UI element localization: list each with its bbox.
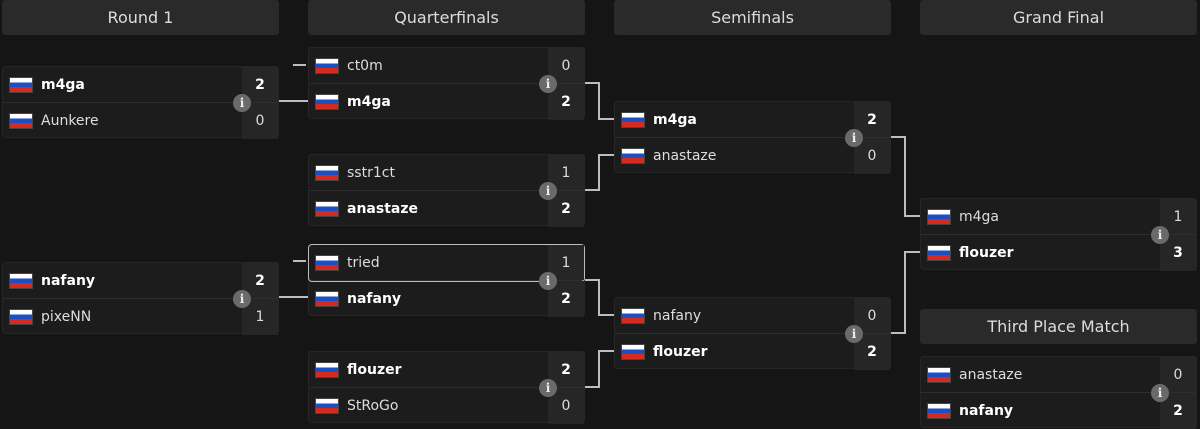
russia-flag-icon — [9, 113, 33, 129]
info-icon[interactable]: i — [233, 94, 251, 112]
player-name: anastaze — [959, 366, 1023, 383]
info-icon[interactable]: i — [539, 272, 557, 290]
player-name: nafany — [41, 272, 96, 289]
player-name: flouzer — [959, 245, 1014, 261]
russia-flag-icon — [927, 208, 951, 225]
header-grand-final: Grand Final — [920, 0, 1197, 35]
connector — [585, 154, 614, 191]
player-score: 2 — [548, 281, 584, 317]
player-name: ct0m — [347, 57, 383, 74]
russia-flag-icon — [621, 307, 645, 324]
match-sf-2[interactable]: nafany 0 flouzer 2 i — [614, 297, 891, 370]
player-name: sstr1ct — [347, 164, 395, 181]
match-qf-4[interactable]: flouzer 2 StRoGo 0 i — [308, 351, 585, 424]
russia-flag-icon — [621, 148, 645, 164]
match-qf-3[interactable]: tried 1 nafany 2 i — [308, 244, 585, 317]
match-sf-1[interactable]: m4ga 2 anastaze 0 i — [614, 101, 891, 174]
info-icon[interactable]: i — [845, 129, 863, 147]
connector — [585, 279, 614, 316]
connector — [585, 350, 614, 388]
info-icon[interactable]: i — [539, 379, 557, 397]
info-icon[interactable]: i — [233, 290, 251, 308]
player-name: anastaze — [347, 201, 418, 217]
player-row[interactable]: ct0m 0 — [309, 48, 584, 84]
russia-flag-icon — [315, 291, 339, 307]
player-name: m4ga — [959, 208, 1000, 225]
player-name: pixeNN — [41, 309, 92, 325]
player-row[interactable]: anastaze 0 — [921, 357, 1196, 393]
info-icon[interactable]: i — [1151, 384, 1169, 402]
russia-flag-icon — [9, 272, 33, 289]
connector — [891, 136, 920, 217]
info-icon[interactable]: i — [1151, 226, 1169, 244]
info-icon[interactable]: i — [539, 182, 557, 200]
player-row[interactable]: m4ga 2 — [3, 67, 278, 103]
russia-flag-icon — [315, 164, 339, 181]
russia-flag-icon — [621, 111, 645, 128]
player-name: nafany — [959, 403, 1014, 419]
info-icon[interactable]: i — [539, 75, 557, 93]
match-qf-1[interactable]: ct0m 0 m4ga 2 i — [308, 47, 585, 120]
russia-flag-icon — [315, 398, 339, 414]
header-third-place: Third Place Match — [920, 309, 1197, 344]
russia-flag-icon — [315, 94, 339, 110]
match-gf[interactable]: m4ga 1 flouzer 3 i — [920, 198, 1197, 271]
player-name: m4ga — [347, 94, 391, 110]
russia-flag-icon — [927, 366, 951, 383]
player-row[interactable]: m4ga 2 — [615, 102, 890, 138]
russia-flag-icon — [621, 344, 645, 360]
info-icon[interactable]: i — [845, 325, 863, 343]
russia-flag-icon — [315, 254, 339, 271]
player-name: tried — [347, 254, 380, 271]
player-name: m4ga — [653, 111, 697, 128]
connector — [585, 82, 614, 120]
player-name: anastaze — [653, 148, 717, 164]
player-row[interactable]: nafany 0 — [615, 298, 890, 334]
header-quarterfinals: Quarterfinals — [308, 0, 585, 35]
russia-flag-icon — [927, 245, 951, 261]
player-row[interactable]: nafany 2 — [309, 281, 584, 317]
russia-flag-icon — [9, 309, 33, 325]
player-score: 2 — [548, 84, 584, 120]
player-name: m4ga — [41, 76, 85, 93]
russia-flag-icon — [315, 201, 339, 217]
player-row[interactable]: m4ga 1 — [921, 199, 1196, 235]
connector — [891, 251, 920, 334]
match-r1-1[interactable]: m4ga 2 Aunkere 0 i — [2, 66, 279, 139]
russia-flag-icon — [9, 76, 33, 93]
player-row[interactable]: StRoGo 0 — [309, 388, 584, 424]
player-name: nafany — [653, 307, 702, 324]
player-name: Aunkere — [41, 113, 99, 129]
russia-flag-icon — [315, 57, 339, 74]
player-row[interactable]: nafany 2 — [921, 393, 1196, 429]
russia-flag-icon — [315, 361, 339, 378]
player-name: nafany — [347, 291, 402, 307]
player-name: StRoGo — [347, 398, 399, 414]
player-name: flouzer — [347, 361, 402, 378]
match-3rd[interactable]: anastaze 0 nafany 2 i — [920, 356, 1197, 429]
header-semifinals: Semifinals — [614, 0, 891, 35]
match-r1-2[interactable]: nafany 2 pixeNN 1 i — [2, 262, 279, 335]
match-qf-2[interactable]: sstr1ct 1 anastaze 2 i — [308, 154, 585, 227]
russia-flag-icon — [927, 403, 951, 419]
header-round1: Round 1 — [2, 0, 279, 35]
player-name: flouzer — [653, 344, 708, 360]
player-row[interactable]: m4ga 2 — [309, 84, 584, 120]
